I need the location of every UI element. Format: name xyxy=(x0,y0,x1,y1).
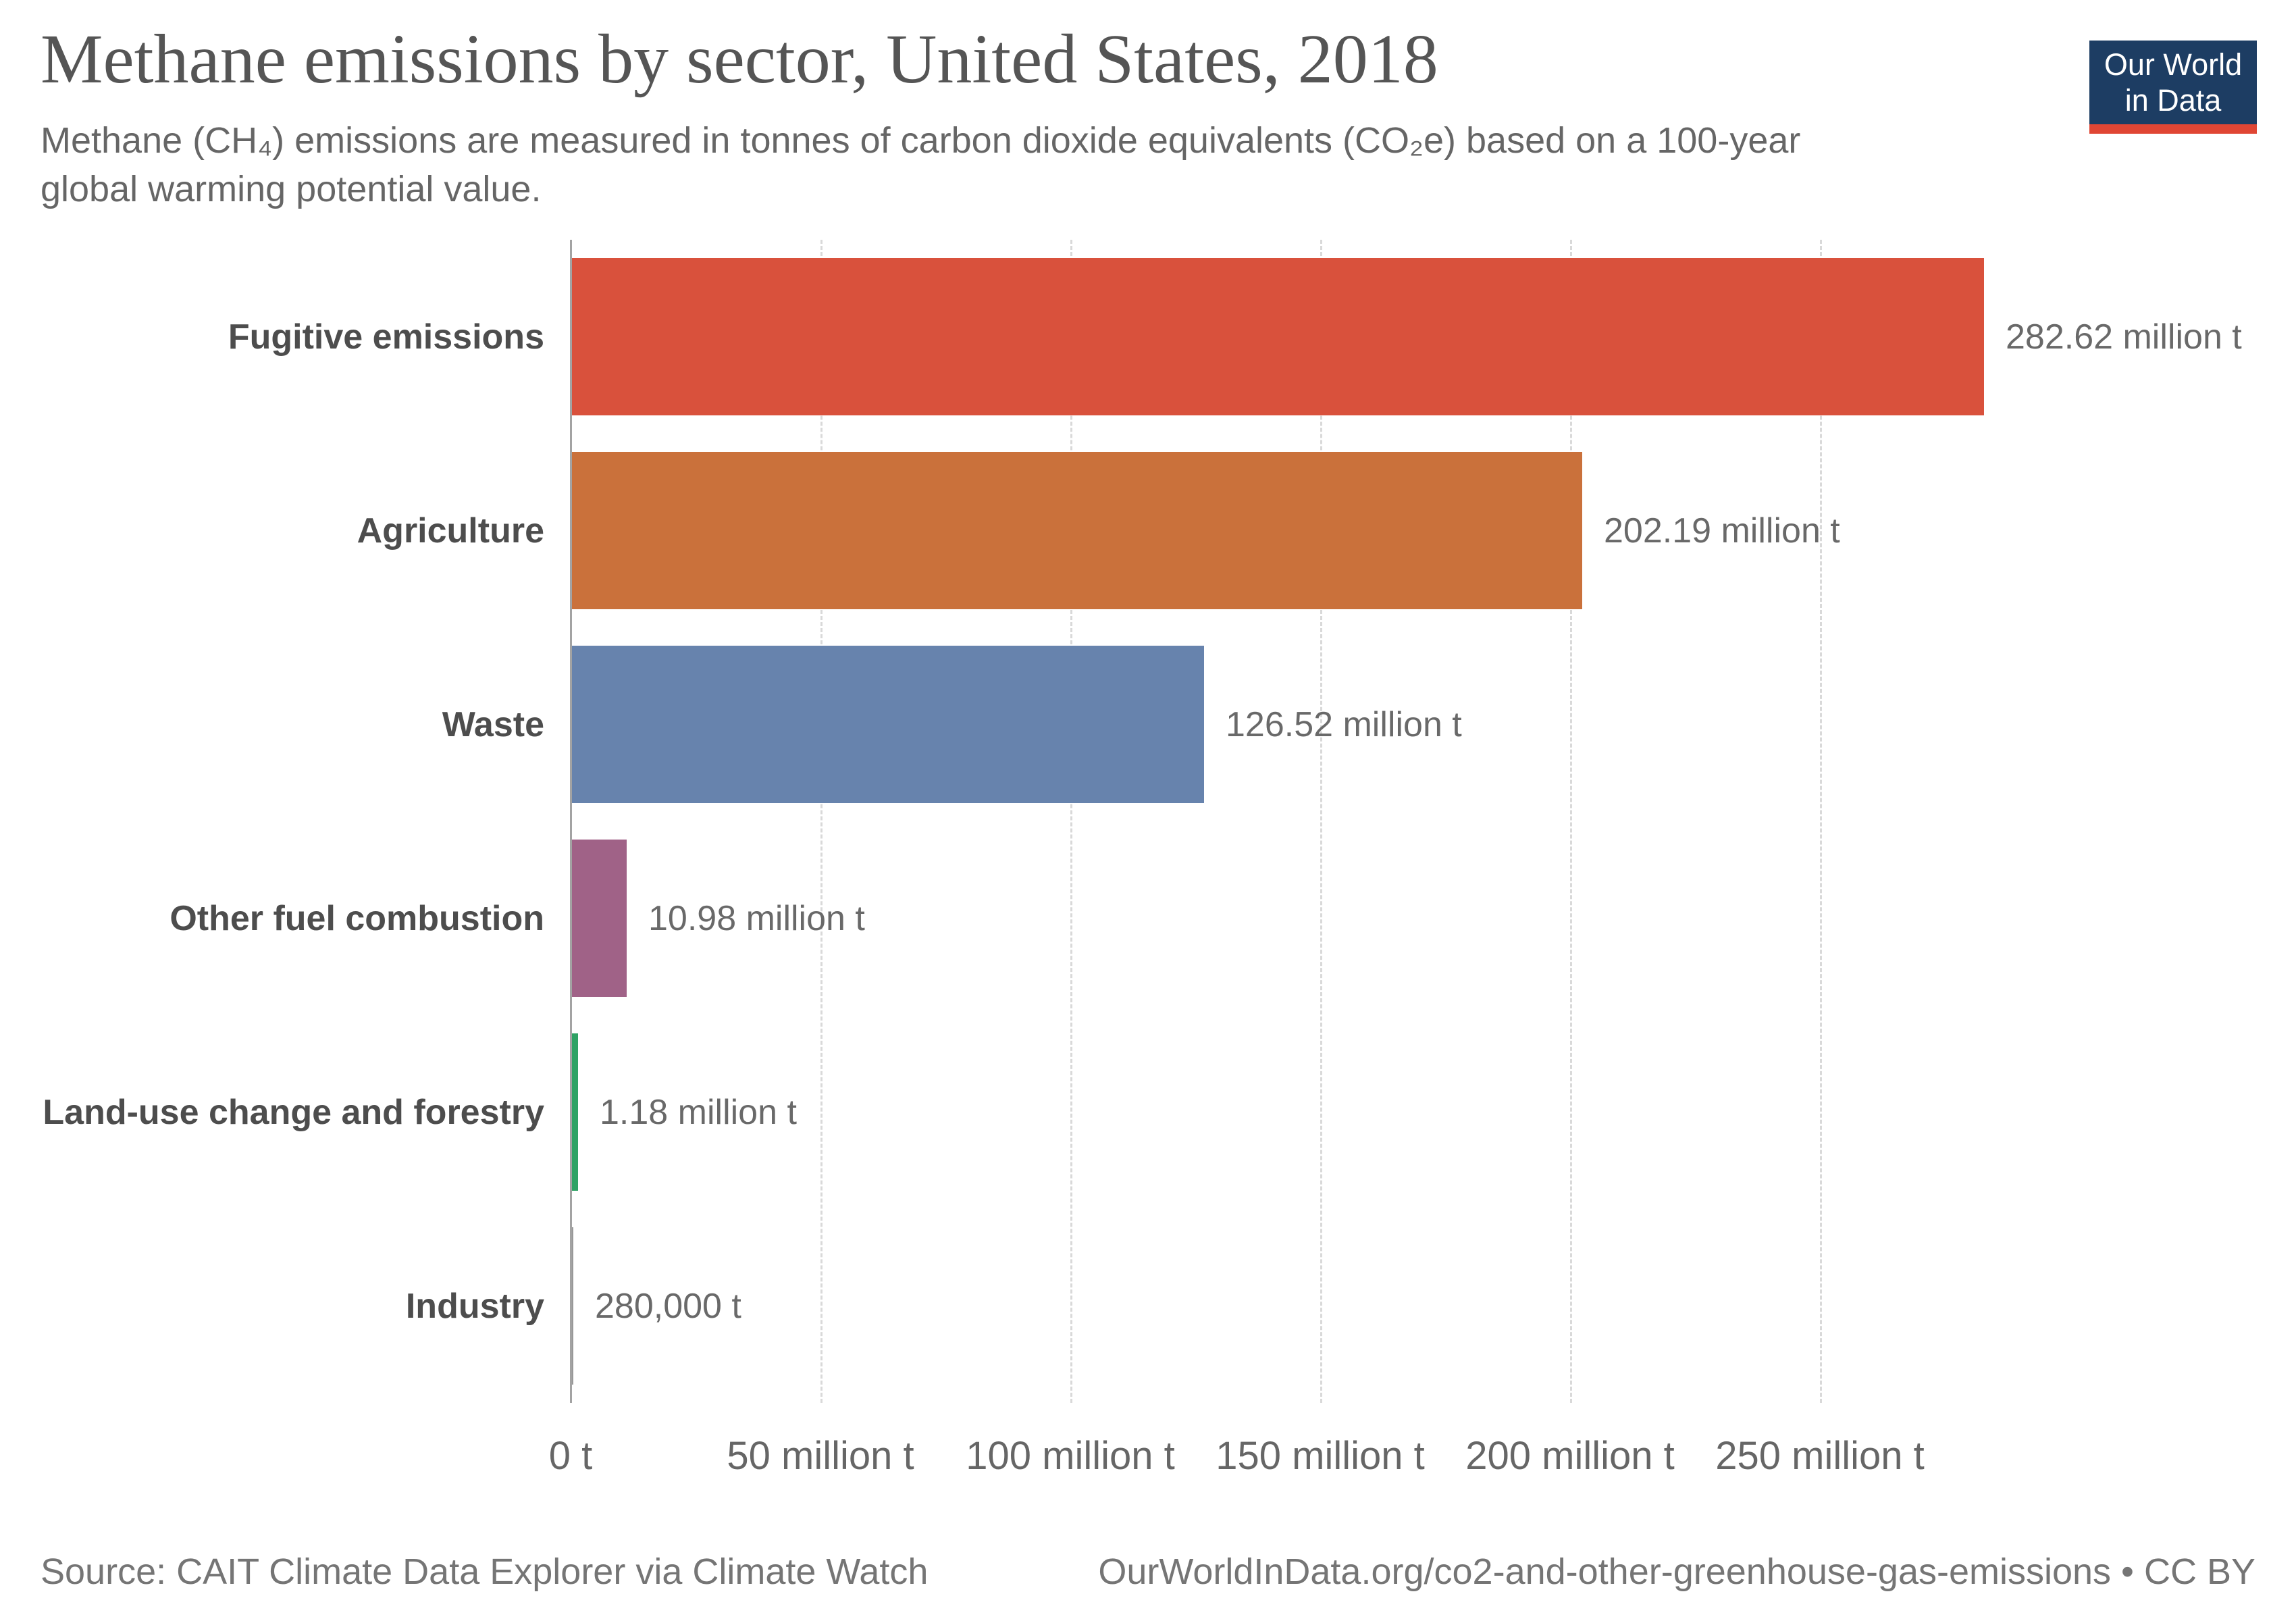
bar-industry[interactable] xyxy=(572,1227,573,1385)
value-label: 10.98 million t xyxy=(648,898,865,938)
x-tick-200m: 200 million t xyxy=(1465,1434,1675,1478)
bar-waste[interactable] xyxy=(572,646,1204,803)
bar-land-use-change-and-forestry[interactable] xyxy=(572,1033,578,1191)
value-label: 202.19 million t xyxy=(1604,511,1840,550)
owid-logo-text: Our World in Data xyxy=(2089,41,2257,124)
bar-fugitive-emissions[interactable] xyxy=(572,258,1984,415)
owid-url-link[interactable]: OurWorldInData.org/co2-and-other-greenho… xyxy=(1098,1551,2255,1592)
y-axis-line xyxy=(570,240,572,1403)
value-label: 126.52 million t xyxy=(1226,704,1462,744)
page-title: Methane emissions by sector, United Stat… xyxy=(41,20,1438,98)
category-label: Industry xyxy=(405,1286,544,1326)
bar-row-agriculture: Agriculture 202.19 million t xyxy=(0,434,2296,627)
source-attribution: Source: CAIT Climate Data Explorer via C… xyxy=(41,1551,929,1592)
bar-row-waste: Waste 126.52 million t xyxy=(0,627,2296,821)
bar-row-other-fuel-combustion: Other fuel combustion 10.98 million t xyxy=(0,821,2296,1015)
x-tick-250m: 250 million t xyxy=(1715,1434,1925,1478)
bar-row-industry: Industry 280,000 t xyxy=(0,1209,2296,1403)
x-tick-150m: 150 million t xyxy=(1216,1434,1425,1478)
chart-subtitle: Methane (CH₄) emissions are measured in … xyxy=(41,116,1800,213)
gridline-100m xyxy=(1070,240,1072,1403)
category-label: Agriculture xyxy=(357,511,544,550)
x-tick-0: 0 t xyxy=(548,1434,593,1478)
owid-logo-red-strip xyxy=(2089,124,2257,134)
gridline-200m xyxy=(1570,240,1572,1403)
category-label: Other fuel combustion xyxy=(169,898,544,938)
bar-other-fuel-combustion[interactable] xyxy=(572,840,627,997)
chart-subtitle-line1: Methane (CH₄) emissions are measured in … xyxy=(41,120,1801,161)
owid-logo-line2: in Data xyxy=(2124,83,2222,118)
value-label: 280,000 t xyxy=(595,1286,741,1326)
gridline-150m xyxy=(1320,240,1322,1403)
bar-row-land-use-change-and-forestry: Land-use change and forestry 1.18 millio… xyxy=(0,1015,2296,1209)
bar-row-fugitive-emissions: Fugitive emissions 282.62 million t xyxy=(0,240,2296,434)
owid-logo[interactable]: Our World in Data xyxy=(2089,41,2257,134)
bar-agriculture[interactable] xyxy=(572,452,1582,609)
gridline-250m xyxy=(1820,240,1822,1403)
x-tick-100m: 100 million t xyxy=(966,1434,1175,1478)
category-label: Waste xyxy=(442,704,544,744)
category-label: Land-use change and forestry xyxy=(43,1092,544,1132)
value-label: 1.18 million t xyxy=(600,1092,797,1132)
gridline-50m xyxy=(820,240,823,1403)
owid-logo-line1: Our World xyxy=(2104,47,2243,82)
value-label: 282.62 million t xyxy=(2006,317,2242,357)
bar-chart: Fugitive emissions 282.62 million t Agri… xyxy=(0,240,2296,1403)
chart-subtitle-line2: global warming potential value. xyxy=(41,169,542,209)
category-label: Fugitive emissions xyxy=(228,317,544,357)
x-tick-50m: 50 million t xyxy=(727,1434,914,1478)
